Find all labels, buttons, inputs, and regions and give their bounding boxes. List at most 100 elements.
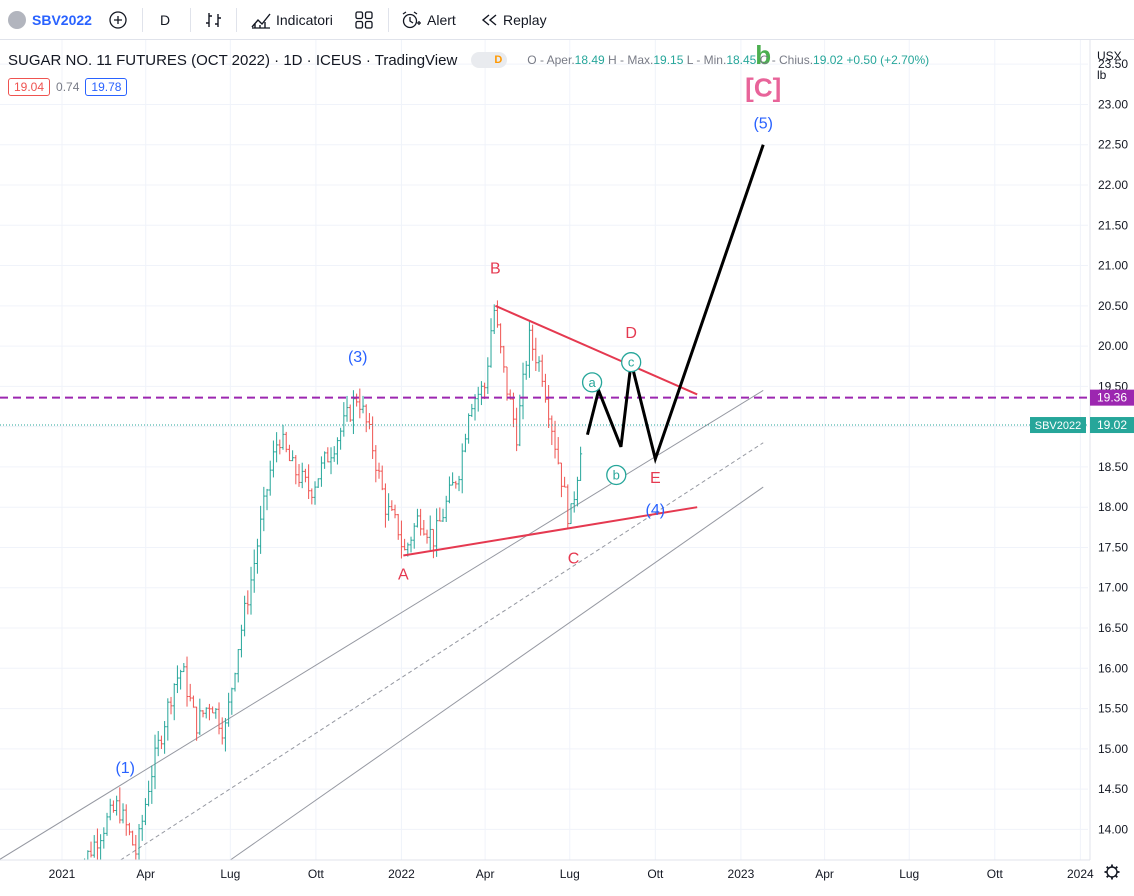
price-tick-label: 20.50: [1098, 299, 1128, 313]
interval-button[interactable]: D: [160, 0, 170, 40]
price-tick-label: 18.00: [1098, 500, 1128, 514]
replay-button[interactable]: Replay: [480, 0, 547, 40]
circled-wave-label: a: [588, 375, 596, 390]
wave-label: A: [398, 567, 409, 584]
time-tick-label: 2023: [728, 867, 755, 881]
add-circle-icon: [109, 11, 127, 29]
wave-label: (3): [348, 349, 368, 366]
projection-polyline: [585, 144, 765, 465]
wave-label: (4): [646, 502, 666, 519]
alarm-clock-icon: [402, 11, 421, 29]
grid-layout-icon: [355, 11, 373, 29]
price-tick-label: 17.50: [1098, 540, 1128, 554]
layouts-button[interactable]: [354, 0, 374, 40]
gear-tooth: [1114, 874, 1118, 878]
time-tick-label: Ott: [308, 867, 325, 881]
delayed-data-badge[interactable]: D: [471, 52, 508, 68]
gear-ring: [1106, 866, 1118, 878]
bar-chart-type-icon: [206, 13, 221, 27]
time-tick-label: 2021: [49, 867, 76, 881]
alert-button[interactable]: Alert: [400, 0, 456, 40]
symbol-search[interactable]: SBV2022: [8, 0, 92, 40]
price-tick-label: 18.50: [1098, 460, 1128, 474]
gear-tooth: [1106, 874, 1110, 878]
time-tick-label: Lug: [899, 867, 919, 881]
replay-label: Replay: [503, 12, 547, 28]
price-tick-label: 21.00: [1098, 259, 1128, 273]
triangle-lower-line: [403, 506, 698, 557]
low-value: 18.45: [726, 53, 757, 67]
wave-label: (5): [753, 116, 773, 133]
open-value: 18.49: [574, 53, 605, 67]
channel-line-solid: [0, 389, 764, 860]
time-axis[interactable]: 2021 Apr Lug Ott 2022 Apr Lug Ott 2023 Apr Lug Ott 2…: [0, 859, 1094, 896]
interval-label: D: [160, 12, 171, 28]
circled-wave-marker: [581, 372, 603, 393]
time-axis-bg: [0, 860, 1090, 896]
settings-gear-icon[interactable]: [1104, 864, 1120, 880]
bid-box[interactable]: 19.04: [8, 78, 51, 96]
channel-lines: [0, 389, 764, 861]
indicators-button[interactable]: Indicatori: [250, 0, 333, 40]
chart-grid: [0, 40, 1088, 860]
wave-label: C: [568, 551, 580, 568]
wave-label: b: [755, 40, 771, 70]
symbol-description: SUGAR NO. 11 FUTURES (OCT 2022) · 1D · I…: [8, 51, 458, 69]
price-tick-label: 15.50: [1098, 702, 1128, 716]
chart-type-button[interactable]: [204, 0, 224, 40]
symbol-marker: SBV2022: [1035, 420, 1081, 432]
wave-label: [C]: [745, 72, 781, 102]
wave-label: B: [490, 261, 501, 278]
price-tick-label: 22.50: [1098, 138, 1128, 152]
open-label: O - Aper.: [527, 53, 575, 67]
price-tick-label: 14.00: [1098, 822, 1128, 836]
price-tick-label: 23.00: [1098, 97, 1128, 111]
time-tick-label: Apr: [815, 867, 834, 881]
symbol-logo-icon: [8, 11, 26, 29]
high-value: 19.15: [653, 53, 684, 67]
channel-line-solid: [230, 486, 764, 861]
time-tick-label: Apr: [136, 867, 155, 881]
currency-label: USX: [1097, 49, 1122, 63]
alert-label: Alert: [427, 12, 456, 28]
price-tick-label: 15.00: [1098, 742, 1128, 756]
time-tick-label: Ott: [647, 867, 664, 881]
compare-symbol-button[interactable]: [108, 0, 128, 40]
low-label: L - Min.: [686, 53, 727, 67]
gear-tooth: [1106, 866, 1110, 870]
wave-label: E: [650, 470, 661, 487]
price-tick-label: 17.00: [1098, 581, 1128, 595]
toolbar-divider: [142, 8, 143, 32]
dashed-level-marker: 19.36: [1097, 391, 1127, 405]
toolbar-divider: [190, 8, 191, 32]
toolbar-divider: [236, 8, 237, 32]
time-tick-label: 2024: [1067, 867, 1094, 881]
price-levels: [0, 396, 1088, 426]
time-tick-label: Lug: [560, 867, 580, 881]
close-value: 19.02: [813, 53, 844, 67]
time-tick-label: 2022: [388, 867, 415, 881]
high-label: H - Max.: [608, 53, 654, 67]
price-markers: 19.36 SBV2022 19.02: [1030, 389, 1134, 880]
price-tick-label: 14.50: [1098, 782, 1128, 796]
symbol-marker-bg: [1030, 417, 1086, 434]
gear-tooth: [1114, 866, 1118, 870]
price-tick-label: 20.00: [1098, 339, 1128, 353]
dashed-level-marker-bg: [1090, 389, 1134, 406]
top-toolbar: SBV2022 D Indicatori Alert Replay: [0, 0, 1134, 40]
candlestick-series: [73, 300, 583, 888]
price-tick-label: 23.50: [1098, 57, 1128, 71]
ohlc-values: O - Aper.18.49 H - Max.19.15 L - Min.18.…: [527, 53, 929, 67]
price-tick-label: 21.50: [1098, 218, 1128, 232]
ask-box[interactable]: 19.78: [85, 78, 128, 96]
triangle-lines: [403, 304, 698, 557]
last-price-marker-bg: [1090, 417, 1134, 434]
wave-label: D: [625, 325, 637, 342]
toolbar-divider: [388, 8, 389, 32]
wave-label: (1): [115, 760, 135, 777]
indicators-label: Indicatori: [276, 12, 333, 28]
price-tick-label: 16.00: [1098, 661, 1128, 675]
